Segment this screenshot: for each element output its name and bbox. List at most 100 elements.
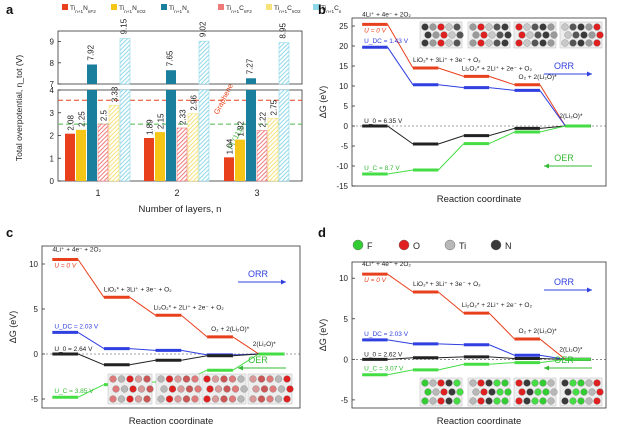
x-tick-label: 2 [174,188,179,198]
bar-value-label: 9.02 [199,21,208,37]
panel-letter-b: b [318,2,326,17]
state-label-end: 2(Li₂O)* [559,346,583,353]
state-label-end: 2(Li₂O)* [559,113,583,120]
energy-connector [77,384,105,398]
atom [421,379,429,387]
state-label-start: 4Li⁺ + 4e⁻ + 2O₂ [362,11,411,18]
structure-thumbnail [419,377,464,407]
bar [198,40,210,85]
panel-letter-a: a [6,2,14,17]
potential-label-udc: U_DC = 2.03 V [54,323,99,330]
tspan-sub: n+1 [231,9,239,14]
tspan-sub: n [187,9,190,14]
bar [278,42,290,85]
atom [577,379,585,387]
atom [456,388,464,396]
atom [477,379,485,387]
atom [421,39,429,47]
atom [550,388,558,396]
bar [119,38,131,85]
atom [168,385,177,393]
atom [214,385,223,393]
structure-thumbnail [559,377,604,407]
y-tick-label: 5 [344,315,349,324]
atom [266,375,274,383]
atom [453,397,461,405]
atom [593,23,601,31]
bar [87,90,97,181]
x-axis-label: Reaction coordinate [437,194,522,205]
atom [593,39,601,47]
atom [134,375,143,383]
atom [585,397,593,405]
potential-label-udc: U_DC = 1.43 V [364,38,409,45]
tspan: N [83,5,88,12]
energy-connector [539,125,566,129]
atom [191,375,199,383]
energy-connector [232,353,259,357]
axis-frame-upper [57,30,303,85]
y-tick-label: 0 [344,355,349,364]
atom [488,31,496,39]
state-label-end: 2(Li₂O)* [253,341,277,348]
atom [432,31,440,39]
legend-atom-label: F [367,241,373,251]
atom [561,397,569,405]
tspan: Ti [321,5,326,12]
legend-label: Tin+1CnO2 [274,5,301,14]
atom [424,31,432,39]
panel-b: b -15 -10 -5 0 5 10 15 20 25 ΔG (eV) Reaction coord… [318,2,607,205]
tspan-sub: n+1 [124,9,132,14]
atom [231,385,240,393]
atom [477,23,485,31]
tspan-sub: 2 [143,9,146,14]
tspan-sub: nF [244,9,250,14]
reference-label-graphene: Graphene [212,82,235,116]
atom [588,388,596,396]
atom [569,39,577,47]
legend-label: Tin+1NnF2 [70,5,96,14]
axis-frame [351,261,607,409]
energy-connector [77,331,105,350]
x-tick-label: 1 [95,188,100,198]
atom [569,23,577,31]
panel-letter-d: d [318,225,326,240]
y-tick-label: 9 [50,38,55,47]
tspan-sub: n [339,9,342,14]
energy-connector [539,358,566,364]
atom [182,375,191,383]
atom [437,397,445,405]
orr-label: ORR [248,269,269,279]
energy-connector [438,363,464,371]
structure-thumbnail [201,373,248,405]
atom [564,31,572,39]
atom [237,375,245,383]
tspan-sub: 2 [93,9,96,14]
atom [429,39,437,47]
atom [472,31,480,39]
legend-label: Tin+1CnF2 [226,5,252,14]
atom [550,31,558,39]
tspan: N [182,5,187,12]
atom [126,395,134,403]
y-tick-label: -15 [336,182,348,191]
bar [246,90,256,181]
structure-thumbnail [467,377,512,407]
atom [493,39,501,47]
atom [501,379,509,387]
energy-connector [539,84,566,127]
atom [203,395,211,403]
potential-label-u: U = 0 V [364,27,387,34]
bar [267,118,279,182]
structure-thumbnail [559,21,604,49]
y-tick-label: -5 [31,395,39,404]
oer-label: OER [554,153,574,163]
atom [523,379,531,387]
atom [126,375,134,383]
bar [166,70,176,84]
bar [119,89,131,182]
legend-label: Tin+1NnO2 [119,5,146,14]
atom [504,31,512,39]
bar [166,90,176,181]
